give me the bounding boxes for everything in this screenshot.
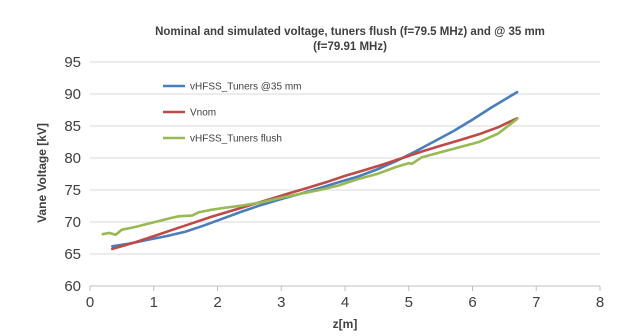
- x-tick-label: 5: [405, 294, 413, 311]
- series-line-2: [111, 117, 519, 251]
- y-tick-label: 80: [64, 150, 81, 167]
- x-tick-label: 8: [596, 294, 604, 311]
- legend-label-2: Vnom: [190, 108, 216, 119]
- x-tick-label: 6: [468, 294, 476, 311]
- y-axis-label: Vane Voltage [kV]: [35, 123, 49, 223]
- x-tick-label: 0: [86, 294, 94, 311]
- x-tick-label: 7: [532, 294, 540, 311]
- series-line-3: [101, 117, 519, 237]
- x-tick-label: 2: [213, 294, 221, 311]
- y-tick-label: 90: [64, 86, 81, 103]
- x-tick-label: 1: [150, 294, 158, 311]
- x-tick-label: 4: [341, 294, 349, 311]
- y-tick-label: 95: [64, 54, 81, 71]
- y-tick-label: 70: [64, 214, 81, 231]
- chart-title-line-1: Nominal and simulated voltage, tuners fl…: [155, 26, 545, 38]
- legend-label-3: vHFSS_Tuners flush: [190, 134, 282, 145]
- y-tick-label: 85: [64, 118, 81, 135]
- x-axis-label: z[m]: [333, 317, 358, 331]
- series-group: [101, 90, 519, 251]
- tick-labels: 60 65 70 75 80 85 90 95 0 1 2 3 4 5 6 7 8: [64, 54, 604, 311]
- y-tick-label: 75: [64, 182, 81, 199]
- y-tick-label: 60: [64, 278, 81, 295]
- x-tick-label: 3: [277, 294, 285, 311]
- y-tick-label: 65: [64, 246, 81, 263]
- legend: vHFSS_Tuners @35 mm Vnom vHFSS_Tuners flus…: [163, 82, 301, 145]
- chart-title-line-2: (f=79.91 MHz): [313, 41, 387, 53]
- legend-label-1: vHFSS_Tuners @35 mm: [190, 82, 301, 93]
